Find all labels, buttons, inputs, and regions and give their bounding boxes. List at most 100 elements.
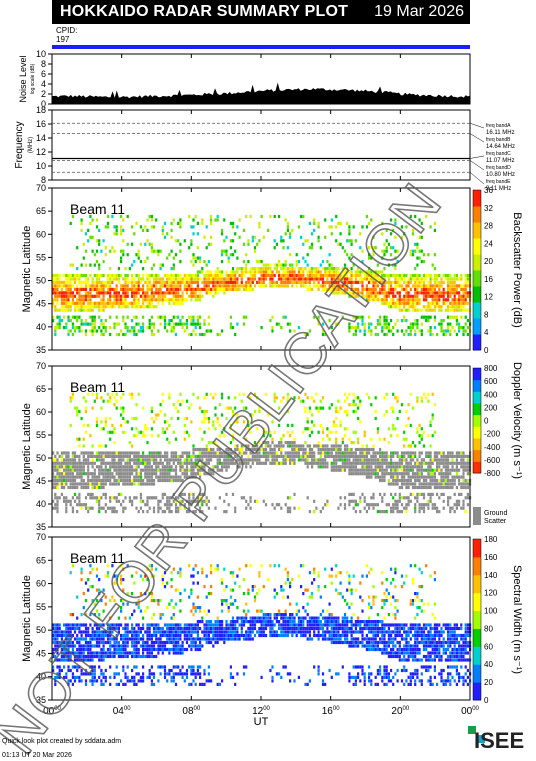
velocity-cell — [269, 454, 272, 458]
velocity-cell — [67, 468, 70, 472]
power-cell — [284, 315, 287, 319]
power-cell — [319, 277, 322, 281]
width-cell — [93, 630, 96, 634]
velocity-cell — [311, 465, 314, 469]
power-cell — [405, 294, 408, 298]
width-cell — [104, 679, 107, 683]
power-cell — [95, 239, 99, 243]
velocity-cell — [157, 510, 160, 514]
width-cell — [82, 672, 85, 676]
velocity-cell — [227, 503, 230, 507]
velocity-cell — [311, 420, 314, 424]
power-cell — [196, 294, 199, 298]
velocity-cell — [109, 399, 112, 403]
velocity-cell — [87, 465, 90, 469]
velocity-cell — [444, 468, 447, 472]
power-cell — [152, 291, 156, 295]
velocity-cell — [357, 458, 360, 462]
power-cell — [67, 280, 70, 284]
power-cell — [346, 270, 349, 274]
power-cell — [295, 253, 298, 257]
power-cell — [225, 287, 228, 291]
velocity-cell — [273, 396, 276, 400]
velocity-cell — [190, 454, 193, 458]
velocity-cell — [462, 468, 465, 472]
power-cell — [221, 228, 224, 232]
power-cell — [124, 277, 127, 281]
power-cell — [306, 270, 309, 274]
power-cell — [56, 284, 59, 288]
power-cell — [447, 294, 450, 298]
velocity-cell — [390, 434, 393, 438]
velocity-cell — [440, 454, 443, 458]
power-cell — [168, 291, 171, 295]
power-cell — [462, 284, 465, 288]
power-cell — [52, 284, 55, 288]
power-cell — [76, 301, 79, 305]
velocity-cell — [124, 468, 127, 472]
power-cell — [438, 308, 441, 312]
power-cell — [400, 301, 404, 305]
power-cell — [256, 270, 259, 274]
velocity-cell — [133, 416, 136, 421]
power-cell — [251, 270, 254, 274]
power-cell — [324, 332, 327, 337]
power-cell — [113, 225, 116, 229]
width-cell — [65, 637, 68, 641]
power-cell — [390, 319, 393, 323]
power-cell — [69, 308, 72, 312]
velocity-cell — [87, 510, 90, 514]
velocity-cell — [73, 492, 77, 496]
velocity-cell — [120, 503, 123, 507]
velocity-cell — [157, 451, 160, 455]
colorbar-tick-label: 0 — [484, 346, 489, 355]
velocity-cell — [84, 496, 88, 500]
velocity-cell — [372, 496, 375, 500]
power-cell — [414, 305, 417, 309]
power-cell — [91, 305, 94, 309]
velocity-cell — [466, 485, 469, 490]
power-cell — [422, 305, 426, 309]
width-cell — [60, 633, 63, 638]
velocity-cell — [142, 406, 145, 410]
velocity-cell — [106, 392, 110, 396]
width-cell — [93, 679, 96, 683]
velocity-cell — [466, 503, 469, 507]
velocity-cell — [365, 392, 368, 396]
power-cell — [392, 301, 395, 305]
velocity-cell — [177, 458, 180, 462]
power-cell — [131, 225, 134, 229]
velocity-cell — [111, 496, 114, 500]
velocity-cell — [188, 506, 191, 510]
power-cell — [207, 273, 210, 278]
velocity-cell — [174, 451, 178, 455]
velocity-cell — [328, 437, 331, 441]
power-cell — [271, 277, 274, 281]
velocity-cell — [135, 434, 138, 438]
velocity-cell — [144, 461, 147, 465]
power-cell — [168, 253, 171, 257]
power-cell — [76, 267, 79, 271]
power-cell — [166, 273, 169, 278]
velocity-cell — [133, 496, 136, 500]
velocity-cell — [65, 468, 68, 472]
width-cell — [65, 630, 68, 634]
power-cell — [429, 301, 432, 305]
velocity-cell — [253, 454, 257, 458]
width-cell — [106, 651, 110, 655]
velocity-cell — [168, 458, 171, 462]
velocity-cell — [188, 468, 191, 472]
power-cell — [56, 287, 59, 291]
power-cell — [170, 284, 173, 288]
velocity-cell — [91, 492, 94, 496]
power-cell — [131, 242, 134, 246]
power-cell — [89, 329, 92, 333]
velocity-cell — [444, 461, 447, 465]
velocity-cell — [117, 454, 120, 458]
velocity-cell — [104, 468, 107, 472]
power-cell — [385, 280, 388, 284]
velocity-cell — [93, 461, 96, 465]
velocity-cell — [284, 441, 287, 445]
power-cell — [161, 228, 164, 232]
width-cell — [89, 613, 92, 617]
